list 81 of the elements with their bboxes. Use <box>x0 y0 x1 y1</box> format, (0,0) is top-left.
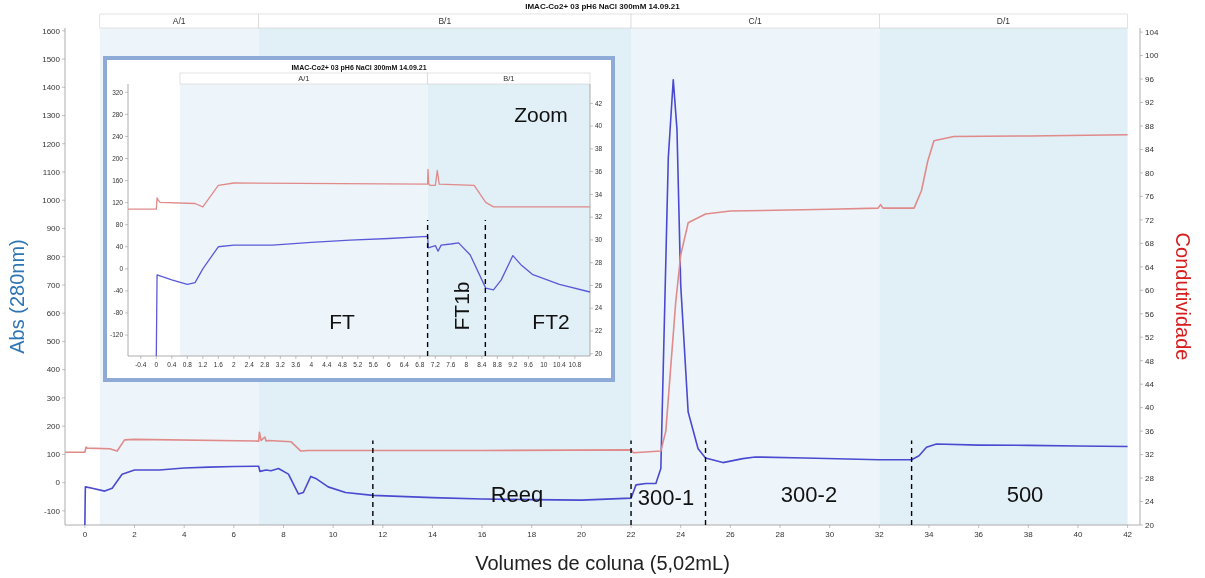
y2-tick-label: 56 <box>1145 309 1155 319</box>
y-tick-label: 700 <box>46 280 61 290</box>
y-tick-label: 900 <box>46 224 61 234</box>
y-tick-label: 1100 <box>42 167 61 177</box>
x-tick-label: 18 <box>527 530 537 539</box>
x-tick-label: 38 <box>1023 530 1034 539</box>
y-tick-label: 0 <box>55 478 61 488</box>
x-tick-label: 12 <box>378 530 388 539</box>
annotation: 500 <box>1006 481 1044 507</box>
y2-tick-label: 48 <box>1145 356 1155 366</box>
y-tick-label: 200 <box>46 421 61 431</box>
line-series <box>127 168 591 210</box>
y-tick-label: 1600 <box>42 26 61 36</box>
x-tick-label: 16 <box>477 530 488 539</box>
y2-tick-label: 72 <box>1145 215 1155 225</box>
y2-tick-label: 28 <box>1145 473 1155 483</box>
y2-tick-label: 104 <box>1145 27 1159 37</box>
y2-tick-label: 88 <box>1145 121 1155 131</box>
y2-tick-label: 20 <box>1145 520 1155 530</box>
y-tick-label: 1200 <box>42 139 61 149</box>
x-tick-label: 20 <box>576 530 587 539</box>
line-series <box>155 235 591 357</box>
y2-tick-label: 68 <box>1145 239 1155 249</box>
x-tick-label: 22 <box>626 530 637 539</box>
x-tick-label: 10 <box>328 530 339 539</box>
y2-tick-label: 32 <box>1145 450 1155 460</box>
y2-tick-label: 60 <box>1145 286 1155 296</box>
y-tick-label: 1000 <box>42 196 61 206</box>
band-label: D/1 <box>996 15 1011 26</box>
y-tick-label: 100 <box>46 450 61 460</box>
x-tick-label: 28 <box>775 530 786 539</box>
annotation: Zoom <box>514 103 568 127</box>
x-tick-label: 36 <box>974 530 984 539</box>
x-tick-label: 4 <box>181 530 187 539</box>
chart-title: IMAC-Co2+ 03 pH6 NaCl 300mM 14.09.21 <box>525 2 681 11</box>
annotation: FT1b <box>450 281 474 331</box>
y-axis-title: Abs (280nm) <box>6 239 28 354</box>
x-tick-label: 2 <box>132 530 138 539</box>
y-tick-label: -100 <box>43 506 61 516</box>
y2-tick-label: 44 <box>1145 379 1155 389</box>
y2-tick-label: 24 <box>1145 497 1155 507</box>
y2-tick-label: 96 <box>1145 74 1155 84</box>
y2-axis-title: Condutividade <box>1172 232 1194 361</box>
x-tick-label: 0 <box>82 530 88 539</box>
y2-tick-label: 40 <box>1145 403 1155 413</box>
x-tick-label: 30 <box>825 530 835 539</box>
y2-tick-label: 100 <box>1145 51 1159 61</box>
annotation: 300-2 <box>780 481 838 507</box>
line-series <box>84 78 1129 526</box>
y-tick-label: 400 <box>46 365 61 375</box>
annotation: 300-1 <box>637 484 695 510</box>
x-tick-label: 8 <box>281 530 287 539</box>
x-tick-label: 40 <box>1073 530 1083 539</box>
x-tick-label: 34 <box>924 530 934 539</box>
y-tick-label: 1400 <box>42 83 61 93</box>
y2-tick-label: 84 <box>1145 145 1155 155</box>
y-tick-label: 1300 <box>42 111 61 121</box>
y2-tick-label: 36 <box>1145 426 1155 436</box>
x-tick-label: 24 <box>676 530 686 539</box>
y2-tick-label: 52 <box>1145 333 1155 343</box>
band-label: A/1 <box>172 15 186 26</box>
y2-tick-label: 64 <box>1145 262 1155 272</box>
y2-tick-label: 92 <box>1145 98 1155 108</box>
band-label: B/1 <box>438 15 452 26</box>
y2-tick-label: 80 <box>1145 168 1155 178</box>
line-series <box>64 133 1129 454</box>
annotation: FT <box>329 310 355 334</box>
y2-tick-label: 76 <box>1145 192 1155 202</box>
x-tick-label: 32 <box>874 530 885 539</box>
y-tick-label: 1500 <box>42 54 61 64</box>
annotation: FT2 <box>532 310 570 334</box>
y-tick-label: 800 <box>46 252 61 262</box>
x-axis-title: Volumes de coluna (5,02mL) <box>475 552 730 574</box>
y-tick-label: 300 <box>46 393 61 403</box>
x-tick-label: 26 <box>725 530 736 539</box>
y-tick-label: 500 <box>46 337 61 347</box>
y-tick-label: 600 <box>46 309 61 319</box>
x-tick-label: 42 <box>1123 530 1133 539</box>
x-tick-label: 6 <box>231 530 237 539</box>
band-label: C/1 <box>748 15 763 26</box>
x-tick-label: 14 <box>427 530 438 539</box>
